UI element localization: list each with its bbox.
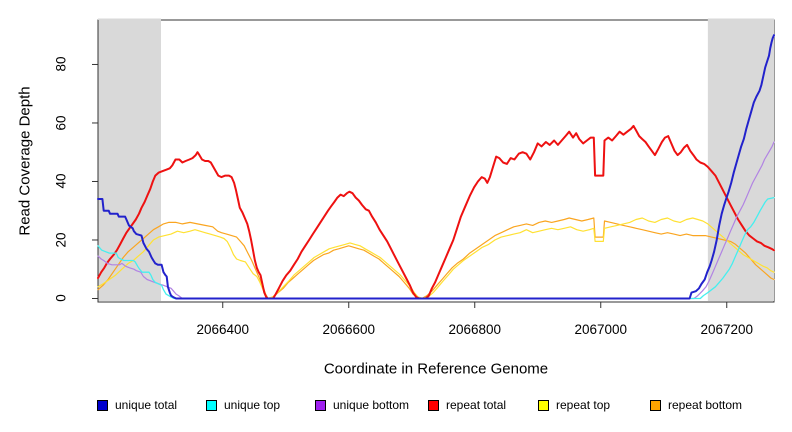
legend-label: repeat total	[446, 398, 507, 412]
legend: unique total unique top unique bottom repea…	[0, 398, 792, 420]
legend-item-repeat-total: repeat total	[428, 398, 506, 412]
series-line-unique-total	[97, 34, 775, 300]
y-tick-label: 20	[53, 232, 69, 248]
legend-label: repeat bottom	[668, 398, 743, 412]
x-tick-label: 2066400	[196, 322, 250, 337]
legend-swatch-unique-top	[206, 399, 217, 411]
legend-label: unique total	[115, 398, 178, 412]
legend-swatch-repeat-top	[538, 399, 549, 411]
x-axis-tick-labels: 2066400 2066600 2066800 2067000 2067200	[0, 322, 792, 340]
x-axis-label: Coordinate in Reference Genome	[323, 360, 549, 378]
legend-item-unique-total: unique total	[97, 398, 177, 412]
legend-swatch-repeat-total	[428, 399, 439, 411]
y-tick-label: 40	[53, 173, 69, 189]
y-tick-label: 80	[53, 56, 69, 72]
legend-item-repeat-bottom: repeat bottom	[650, 398, 742, 412]
legend-item-repeat-top: repeat top	[538, 398, 610, 412]
y-axis-tick-labels: 0 20 40 60 80	[0, 0, 90, 432]
series-line-unique-bottom	[97, 141, 775, 300]
shaded-region	[707, 18, 774, 301]
series-line-repeat-total	[97, 124, 775, 300]
x-tick-label: 2067000	[574, 322, 628, 337]
series-line-repeat-top	[97, 217, 775, 300]
legend-swatch-unique-bottom	[315, 399, 326, 411]
series-line-repeat-bottom	[97, 217, 775, 300]
y-tick-label: 0	[53, 294, 69, 303]
legend-label: unique top	[224, 398, 281, 412]
series-line-unique-top	[97, 196, 775, 300]
legend-label: unique bottom	[333, 398, 410, 412]
legend-item-unique-bottom: unique bottom	[315, 398, 409, 412]
legend-label: repeat top	[556, 398, 611, 412]
x-tick-label: 2067200	[700, 322, 754, 337]
x-tick-label: 2066600	[322, 322, 376, 337]
plot-border	[97, 19, 775, 303]
x-tick-label: 2066800	[448, 322, 502, 337]
y-tick-label: 60	[53, 115, 69, 131]
legend-item-unique-top: unique top	[206, 398, 280, 412]
legend-swatch-unique-total	[97, 399, 108, 411]
legend-swatch-repeat-bottom	[650, 399, 661, 411]
